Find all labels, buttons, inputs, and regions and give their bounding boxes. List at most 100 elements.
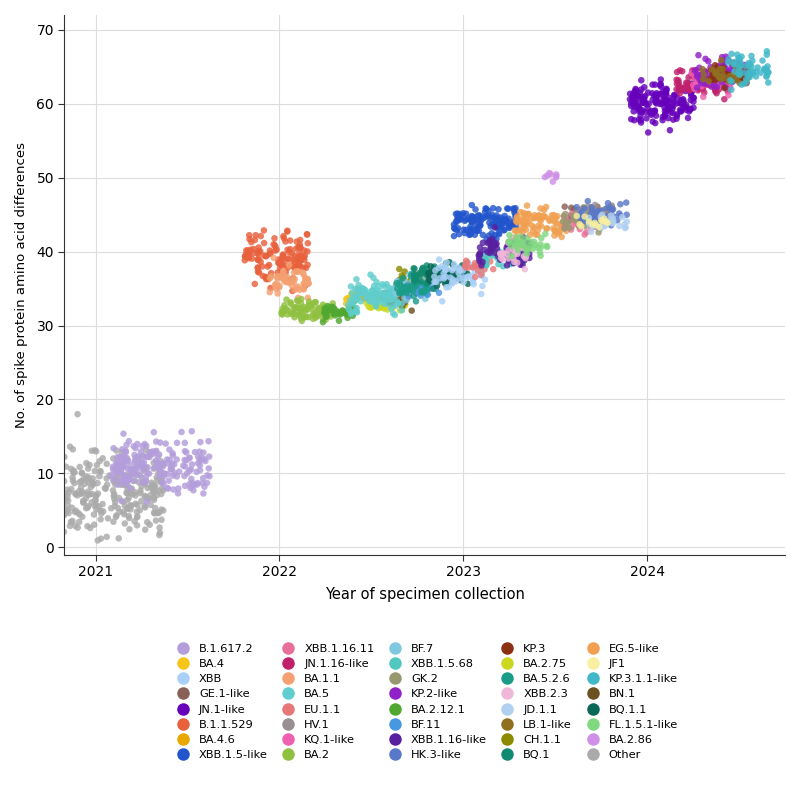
Point	[247, 243, 260, 255]
Point	[359, 291, 372, 304]
Point	[702, 75, 715, 87]
Point	[114, 474, 127, 487]
Point	[350, 293, 363, 305]
Point	[107, 442, 120, 455]
Point	[310, 309, 323, 321]
Point	[192, 451, 205, 463]
Point	[725, 48, 738, 60]
Point	[398, 285, 411, 298]
Point	[120, 473, 133, 485]
Point	[589, 221, 602, 233]
Point	[526, 243, 538, 255]
Point	[101, 478, 114, 491]
Point	[546, 175, 559, 188]
Point	[334, 309, 346, 321]
Point	[393, 276, 406, 289]
Point	[634, 86, 646, 99]
Point	[633, 113, 646, 126]
Point	[606, 215, 619, 228]
Point	[488, 229, 501, 242]
Point	[654, 73, 667, 86]
Point	[660, 83, 673, 96]
Point	[394, 291, 407, 304]
Point	[466, 215, 478, 228]
Point	[413, 279, 426, 292]
Point	[82, 476, 95, 488]
Point	[699, 77, 712, 89]
Point	[740, 73, 753, 86]
Point	[619, 221, 632, 233]
Point	[300, 311, 313, 323]
Point	[515, 236, 528, 248]
Point	[306, 312, 319, 325]
Point	[507, 243, 520, 256]
Point	[154, 465, 166, 477]
Point	[312, 301, 325, 314]
Point	[60, 484, 73, 496]
Point	[474, 269, 487, 282]
Point	[91, 487, 104, 500]
Point	[294, 309, 306, 321]
Point	[582, 201, 594, 214]
Point	[80, 470, 93, 483]
Point	[394, 284, 407, 297]
Point	[634, 114, 647, 126]
Point	[299, 261, 312, 274]
Point	[754, 67, 767, 79]
Point	[408, 275, 421, 287]
Point	[416, 279, 429, 292]
Point	[672, 74, 685, 86]
Point	[740, 77, 753, 89]
Point	[721, 67, 734, 79]
Point	[704, 76, 717, 89]
Point	[708, 80, 721, 93]
Point	[518, 253, 530, 265]
Point	[153, 448, 166, 461]
Point	[541, 222, 554, 235]
Point	[715, 80, 728, 93]
Point	[60, 492, 73, 505]
Point	[389, 283, 402, 295]
Point	[510, 216, 522, 228]
Point	[510, 236, 523, 249]
Point	[735, 50, 748, 63]
Point	[319, 311, 332, 323]
Point	[475, 268, 488, 280]
Point	[185, 463, 198, 476]
Point	[378, 288, 391, 301]
Point	[130, 519, 143, 531]
Point	[85, 480, 98, 493]
Point	[148, 494, 161, 506]
Point	[111, 458, 124, 471]
Point	[103, 469, 116, 482]
Point	[180, 446, 193, 458]
Point	[446, 259, 459, 272]
Point	[645, 104, 658, 117]
Point	[466, 210, 478, 222]
Point	[297, 268, 310, 281]
Point	[275, 258, 288, 271]
Point	[734, 67, 746, 79]
Point	[410, 287, 423, 300]
Point	[391, 275, 404, 287]
Point	[305, 299, 318, 312]
Point	[494, 254, 506, 266]
Point	[471, 225, 484, 237]
Point	[586, 218, 599, 231]
Point	[285, 259, 298, 272]
Point	[395, 298, 408, 310]
Point	[430, 279, 443, 292]
Point	[462, 261, 474, 274]
Point	[745, 60, 758, 73]
Point	[444, 272, 457, 284]
Point	[320, 306, 333, 319]
Point	[87, 508, 100, 520]
Point	[441, 273, 454, 286]
Point	[698, 70, 710, 82]
Point	[148, 486, 161, 498]
Point	[156, 458, 169, 470]
Point	[268, 232, 281, 245]
Point	[495, 221, 508, 234]
Point	[516, 236, 529, 248]
Point	[116, 456, 129, 469]
